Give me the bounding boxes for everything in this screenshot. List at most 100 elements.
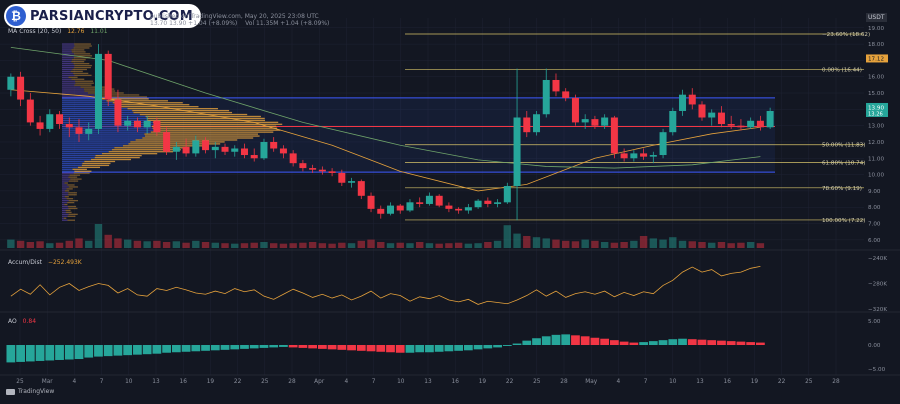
volume-bar xyxy=(308,242,317,248)
ao-bar xyxy=(240,345,249,349)
volume-bar xyxy=(445,243,453,248)
price-tick: 11.00 xyxy=(868,156,884,162)
volume-bar xyxy=(678,240,687,248)
currency-label[interactable]: USDT xyxy=(866,13,887,22)
candle-body xyxy=(221,146,229,152)
brand-logo[interactable]: ₿ PARSIANCRYPTO.COM xyxy=(4,4,201,28)
profile-bar-up xyxy=(62,184,68,186)
ao-bar xyxy=(25,345,35,362)
price-tick: 13.00 xyxy=(868,124,884,130)
profile-bar-up xyxy=(62,94,95,96)
ao-bar xyxy=(707,340,717,345)
profile-bar-down xyxy=(68,76,78,78)
profile-bar-down xyxy=(77,166,101,169)
profile-bar-up xyxy=(62,137,143,139)
profile-bar-up xyxy=(62,84,75,86)
candle-body xyxy=(669,110,677,133)
profile-bar-down xyxy=(64,203,68,206)
profile-bar-down xyxy=(115,104,190,106)
price-tick: 8.00 xyxy=(868,205,881,211)
volume-bar xyxy=(279,243,288,248)
candle-body xyxy=(231,148,239,152)
profile-bar-up xyxy=(62,68,73,71)
time-tick: 28 xyxy=(560,379,568,385)
volume-bar xyxy=(357,240,365,248)
profile-bar-up xyxy=(62,168,73,170)
volume-bar xyxy=(698,242,706,248)
candle-body xyxy=(455,208,463,211)
fib-label: 78.60% (9.19) xyxy=(822,186,862,192)
candle-body xyxy=(56,114,64,125)
profile-bar-down xyxy=(66,188,73,190)
candle-body xyxy=(260,141,268,159)
profile-bar-down xyxy=(64,182,68,184)
profile-bar-down xyxy=(94,94,140,96)
profile-bar-down xyxy=(69,174,81,176)
header-values: 13.70 13.90 +1.04 (+8.09%) Vol 11.35M +1… xyxy=(150,20,329,27)
candle-body xyxy=(708,112,716,118)
profile-bar-up xyxy=(62,117,148,120)
time-axis[interactable]: 25 Mar 4 7 10 13 16 19 22 25 28 Apr 4 7 10 13 16 19 22 25 28… xyxy=(16,379,840,385)
volume-bar xyxy=(581,239,589,248)
candle-body xyxy=(474,200,482,208)
candle-body xyxy=(192,140,200,154)
price-tick: 9.00 xyxy=(868,189,881,195)
profile-bar-down xyxy=(151,125,277,127)
time-tick: 22 xyxy=(506,379,514,385)
volume-bar xyxy=(474,243,482,248)
profile-bar-up xyxy=(62,151,109,153)
profile-bar-up xyxy=(62,215,68,217)
profile-bar-down xyxy=(67,205,77,208)
volume-bar xyxy=(55,242,64,248)
fib-label: 61.80% (10.74) xyxy=(822,161,866,167)
time-tick: 4 xyxy=(345,379,349,385)
accum-dist-legend[interactable]: Accum/Dist −252.493K xyxy=(8,259,82,266)
candle-body xyxy=(756,120,764,128)
price-axis[interactable]: 6.007.008.009.0010.0011.0012.0013.0014.0… xyxy=(866,26,888,244)
candle-body xyxy=(747,120,755,128)
volume-bar xyxy=(708,242,716,248)
candle-body xyxy=(143,120,151,128)
candle-body xyxy=(503,186,511,203)
price-tick: 7.00 xyxy=(868,222,881,228)
volume-bar xyxy=(318,243,327,248)
profile-bar-up xyxy=(62,104,116,106)
tradingview-brand[interactable]: TradingView xyxy=(6,388,54,395)
ao-tick: 0.00 xyxy=(868,343,881,349)
profile-bar-up xyxy=(62,199,69,202)
candle-body xyxy=(513,117,521,187)
ao-bar xyxy=(717,340,726,345)
volume-bar xyxy=(347,243,356,248)
profile-bar-down xyxy=(65,190,70,192)
profile-bar-up xyxy=(62,88,84,90)
profile-bar-down xyxy=(101,153,158,155)
candle-body xyxy=(435,195,443,206)
ao-legend[interactable]: AO 0.84 xyxy=(8,318,36,325)
profile-bar-down xyxy=(144,135,260,137)
marker-price-box xyxy=(866,54,888,63)
profile-bar-down xyxy=(71,51,86,53)
profile-bar-up xyxy=(62,172,74,174)
candle-body xyxy=(182,146,190,154)
volume-bar xyxy=(201,242,210,248)
fibonacci-levels: −23.60% (18.62) 0.00% (16.44) 50.00% (11.8… xyxy=(405,32,870,224)
profile-bar-down xyxy=(73,72,89,75)
profile-bar-down xyxy=(67,201,75,204)
candles xyxy=(7,44,774,221)
profile-bar-up xyxy=(62,141,131,143)
candle-body xyxy=(766,110,774,128)
last-price-label: 13.90 xyxy=(868,105,884,111)
candle-body xyxy=(659,132,667,156)
profile-bar-down xyxy=(73,47,90,49)
ao-bar xyxy=(600,338,610,345)
ao-bar xyxy=(386,345,395,353)
profile-bar-down xyxy=(95,154,142,157)
profile-bar-up xyxy=(62,186,69,188)
volume-bar xyxy=(610,242,619,248)
candle-body xyxy=(133,120,141,128)
ma-cross-legend[interactable]: MA Cross (20, 50) 12.76 11.01 xyxy=(8,28,108,35)
time-tick: 16 xyxy=(452,379,460,385)
profile-bar-down xyxy=(111,149,181,151)
profile-bar-up xyxy=(62,166,78,169)
